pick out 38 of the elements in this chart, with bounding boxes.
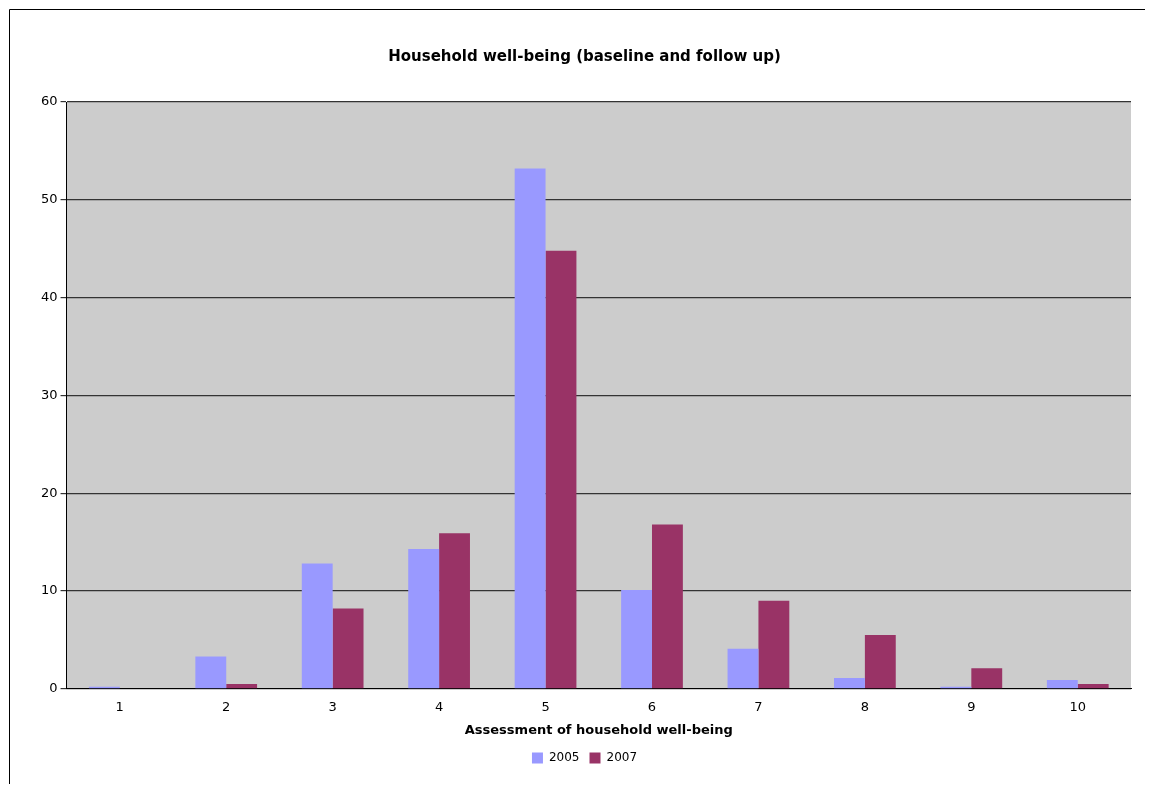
bar: [621, 590, 652, 689]
y-tick-label: 50: [41, 191, 58, 207]
x-tick-label: 10: [1069, 698, 1087, 714]
bar: [651, 524, 683, 689]
bar: [727, 648, 759, 689]
x-tick-label: 4: [434, 698, 444, 714]
bar: [439, 533, 470, 689]
bar: [1046, 680, 1078, 689]
bar: [1077, 683, 1109, 689]
x-tick-label: 5: [541, 698, 550, 714]
y-tick-label: 30: [41, 386, 58, 402]
bar: [545, 250, 577, 689]
y-tick-label: 20: [41, 484, 58, 500]
bar: [408, 548, 440, 689]
bar: [834, 678, 865, 689]
bar: [226, 683, 258, 689]
legend-label: 2007: [606, 750, 638, 765]
y-tick-label: 60: [41, 93, 58, 109]
y-tick-label: 0: [49, 680, 58, 696]
x-tick-label: 1: [115, 698, 124, 714]
x-tick-label: 9: [967, 698, 976, 714]
bar: [514, 168, 546, 689]
x-tick-label: 2: [222, 698, 231, 714]
x-axis-title: Assessment of household well-being: [464, 721, 733, 737]
bar: [971, 668, 1003, 689]
bar: [301, 563, 333, 689]
bar: [864, 635, 896, 689]
x-tick-label: 7: [754, 698, 763, 714]
legend-label: 2005: [548, 750, 580, 765]
bar: [758, 600, 790, 689]
bar: [332, 608, 364, 689]
chart-title: Household well-being (baseline and follow up): [388, 46, 781, 65]
y-tick-label: 10: [41, 582, 58, 598]
bar: [195, 656, 227, 689]
y-tick-label: 40: [41, 288, 58, 304]
x-tick-label: 3: [328, 698, 337, 714]
x-tick-label: 8: [860, 698, 870, 714]
x-tick-label: 6: [647, 698, 657, 714]
